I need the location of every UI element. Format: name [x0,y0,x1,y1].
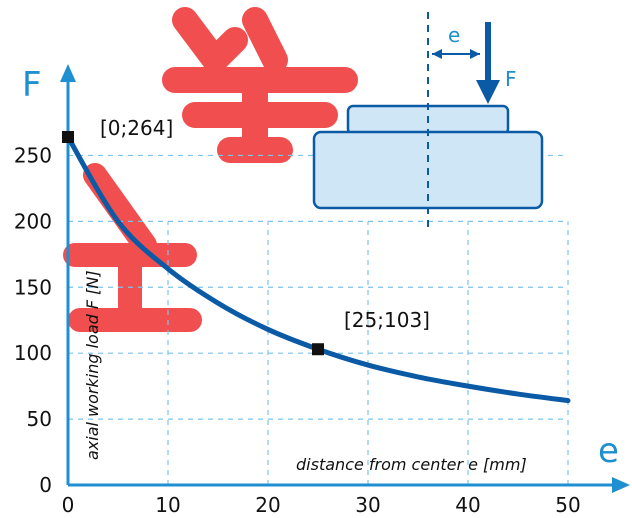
highlighted-point-marker [62,131,74,143]
y-tick-label: 150 [14,275,52,299]
highlighted-points: [0;264] [25;103] [62,116,430,356]
y-tick-label: 250 [14,143,52,167]
y-tick-label: 100 [14,341,52,365]
axes [60,64,630,493]
x-tick-label: 40 [455,493,480,517]
x-tick-label: 10 [155,493,180,517]
inset-force-arrow-head [476,80,500,104]
y-tick-label: 0 [39,473,52,497]
x-tick-label: 50 [555,493,580,517]
x-axis-arrowhead [612,477,630,493]
highlighted-point-marker [312,343,324,356]
highlighted-point-label: [0;264] [100,116,173,140]
inset-offset-arrow-right-head [470,49,480,59]
highlighted-point-label: [25;103] [344,308,430,332]
y-axis-arrowhead [60,64,76,82]
tick-labels: 0 10 20 30 40 50 0 50 100 150 200 250 [14,143,581,517]
inset-offset-arrow-left-head [432,49,442,59]
x-tick-label: 0 [62,493,75,517]
inset-force-label: F [505,67,517,91]
x-tick-label: 20 [255,493,280,517]
x-axis-label: distance from center e [mm] [296,455,527,474]
y-axis-symbol: F [22,65,42,105]
watermark [63,7,358,332]
inset-offset-label: e [448,23,460,47]
x-axis-symbol: e [598,431,619,471]
x-tick-label: 30 [355,493,380,517]
y-tick-label: 200 [14,209,52,233]
y-axis-label: axial working load F [N] [83,270,102,460]
y-tick-label: 50 [27,407,52,431]
load-diagram-inset: e F [312,12,544,228]
